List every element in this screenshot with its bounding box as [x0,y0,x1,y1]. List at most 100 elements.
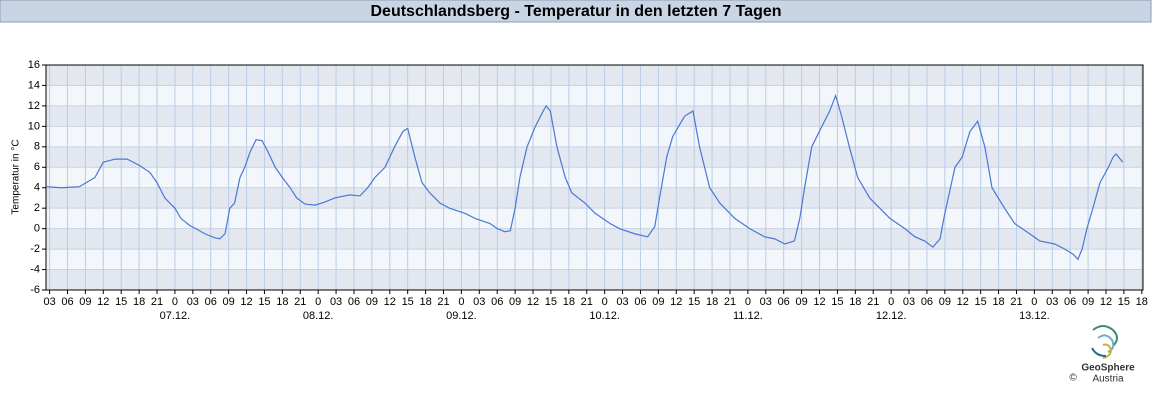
x-tick-label: 06 [491,296,503,308]
x-tick-label: 21 [151,296,163,308]
x-tick-label: 06 [205,296,217,308]
x-tick-label: 15 [545,296,557,308]
x-tick-label: 15 [402,296,414,308]
x-tick-label: 03 [1046,296,1058,308]
x-tick-label: 03 [760,296,772,308]
x-tick-label: 03 [473,296,485,308]
y-tick-label: 0 [34,223,40,235]
x-tick-label: 06 [348,296,360,308]
x-tick-label: 03 [903,296,915,308]
x-tick-label: 09 [652,296,664,308]
x-tick-label: 12 [1100,296,1112,308]
x-tick-label: 15 [688,296,700,308]
x-tick-label: 0 [602,296,608,308]
x-tick-label: 21 [437,296,449,308]
temperature-line [45,93,1124,261]
x-tick-label: 18 [992,296,1004,308]
logo-icon [1091,325,1118,359]
x-tick-label: 09 [795,296,807,308]
x-tick-label: 03 [330,296,342,308]
x-tick-label: 18 [419,296,431,308]
x-tick-label: 03 [187,296,199,308]
logo-country: Austria [1092,374,1124,385]
x-tick-label: 15 [831,296,843,308]
y-tick-label: 16 [28,59,40,71]
x-tick-label: 15 [1118,296,1130,308]
plot-band [46,126,1143,147]
x-tick-label: 21 [294,296,306,308]
y-tick-label: 2 [34,202,40,214]
x-tick-label: 15 [258,296,270,308]
x-tick-label: 15 [115,296,127,308]
plot-band [46,249,1143,270]
y-tick-label: -6 [30,284,40,296]
date-label: 13.12. [1019,310,1050,322]
y-tick-label: 12 [28,100,40,112]
x-tick-label: 06 [1064,296,1076,308]
x-tick-label: 06 [778,296,790,308]
x-tick-label: 15 [975,296,987,308]
x-tick-label: 21 [867,296,879,308]
x-tick-label: 18 [849,296,861,308]
x-tick-label: 09 [223,296,235,308]
x-tick-label: 09 [1082,296,1094,308]
x-tick-label: 06 [634,296,646,308]
x-tick-label: 12 [384,296,396,308]
plot-band [46,167,1143,188]
logo-name: GeoSphere [1081,363,1135,374]
x-tick-label: 12 [240,296,252,308]
x-tick-label: 0 [745,296,751,308]
x-tick-label: 18 [563,296,575,308]
x-tick-label: 03 [43,296,55,308]
x-tick-label: 06 [61,296,73,308]
x-tick-label: 0 [458,296,464,308]
x-tick-label: 18 [706,296,718,308]
x-tick-label: 12 [527,296,539,308]
y-tick-label: -2 [30,243,40,255]
date-label: 10.12. [589,310,620,322]
date-label: 11.12. [733,310,763,322]
x-tick-label: 12 [957,296,969,308]
x-tick-label: 09 [939,296,951,308]
plot-band [46,208,1143,229]
x-tick-label: 21 [1010,296,1022,308]
plot-band [46,228,1143,250]
y-tick-label: 4 [34,182,40,194]
x-tick-label: 18 [133,296,145,308]
date-label: 08.12. [303,310,334,322]
y-tick-label: -4 [30,263,40,275]
x-tick-label: 0 [888,296,894,308]
y-tick-label: 14 [28,79,40,91]
x-tick-label: 12 [670,296,682,308]
x-tick-label: 03 [616,296,628,308]
x-tick-label: 0 [315,296,321,308]
x-tick-label: 09 [366,296,378,308]
x-tick-label: 12 [813,296,825,308]
y-tick-label: 10 [28,120,40,132]
plot-band [46,105,1143,127]
plot-band [46,85,1143,106]
x-tick-label: 0 [1031,296,1037,308]
date-label: 09.12. [446,310,477,322]
x-tick-label: 21 [581,296,593,308]
x-tick-label: 06 [921,296,933,308]
x-tick-label: 18 [1136,296,1148,308]
x-tick-label: 18 [276,296,288,308]
date-label: 07.12. [160,310,191,322]
chart-title: Deutschlandsberg - Temperatur in den let… [370,3,781,20]
x-tick-label: 09 [509,296,521,308]
x-tick-label: 0 [172,296,178,308]
plot-frame [45,64,1144,291]
x-tick-label: 21 [724,296,736,308]
logo-copyright: © [1069,373,1077,384]
date-label: 12.12. [876,310,907,322]
plot-band [46,65,1143,86]
plot-band [46,269,1143,290]
x-tick-label: 09 [79,296,91,308]
y-tick-label: 6 [34,161,40,173]
plot-band [46,146,1143,168]
y-axis-title: Temperatur in °C [11,139,22,214]
title-bar [0,0,1152,23]
